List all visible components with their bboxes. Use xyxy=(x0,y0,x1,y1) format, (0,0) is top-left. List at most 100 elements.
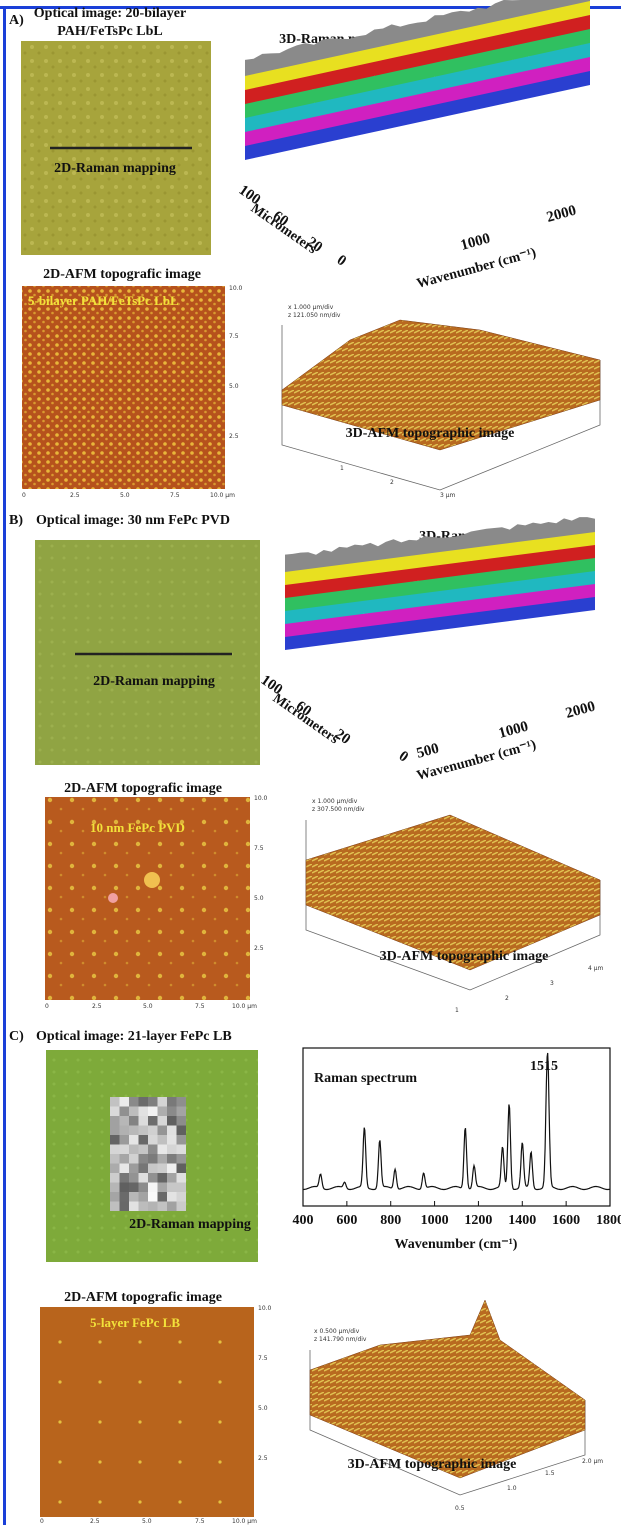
afm3d-tick: 1.5 xyxy=(545,1470,555,1477)
afm3d-scale: x 1.000 µm/div xyxy=(288,304,334,311)
map-pixel xyxy=(167,1183,177,1193)
map-pixel xyxy=(177,1183,187,1193)
spectrum-tick-label: 1600 xyxy=(552,1213,580,1228)
map-pixel xyxy=(148,1116,158,1126)
optical-title: Optical image: 30 nm FePc PVD xyxy=(36,513,230,528)
map-pixel xyxy=(110,1202,120,1212)
map-pixel xyxy=(167,1097,177,1107)
map-pixel xyxy=(177,1135,187,1145)
map-pixel xyxy=(139,1107,149,1117)
afm3d-tick: 2 xyxy=(390,479,394,486)
spectrum-x-label: Wavenumber (cm⁻¹) xyxy=(395,1237,518,1252)
map-pixel xyxy=(120,1183,130,1193)
spectrum-tick-label: 1800 xyxy=(596,1213,621,1228)
afm2d-tick: 2.5 xyxy=(90,1518,100,1525)
map-pixel xyxy=(110,1154,120,1164)
left-border xyxy=(3,6,6,1525)
map-pixel xyxy=(177,1154,187,1164)
panel-label: B) xyxy=(9,513,23,528)
afm3d-scale: z 121.050 nm/div xyxy=(288,312,341,319)
map-pixel xyxy=(110,1145,120,1155)
map-pixel xyxy=(158,1145,168,1155)
afm3d-tick: 2.0 µm xyxy=(582,1458,603,1465)
map-pixel xyxy=(120,1164,130,1174)
map-pixel xyxy=(129,1116,139,1126)
optical-image xyxy=(35,540,260,765)
afm2d-tick: 5.0 xyxy=(229,383,239,390)
afm2d-tick: 5.0 xyxy=(143,1003,153,1010)
afm3d-caption: 3D-AFM topographic image xyxy=(348,1457,517,1472)
map-pixel xyxy=(148,1135,158,1145)
map-pixel xyxy=(110,1126,120,1136)
map-pixel xyxy=(110,1107,120,1117)
optical-caption: 2D-Raman mapping xyxy=(129,1217,251,1232)
spectrum-tick-label: 600 xyxy=(336,1213,357,1228)
afm3d-scale: x 0.500 µm/div xyxy=(314,1328,360,1335)
afm-2d-image xyxy=(40,1307,254,1517)
afm2d-tick: 2.5 xyxy=(258,1455,268,1462)
map-pixel xyxy=(167,1126,177,1136)
map-pixel xyxy=(120,1173,130,1183)
map-pixel xyxy=(129,1097,139,1107)
spectrum-tick-label: 1400 xyxy=(508,1213,536,1228)
afm2d-tick: 0 xyxy=(22,492,26,499)
map-pixel xyxy=(177,1097,187,1107)
afm3d-tick: 0.5 xyxy=(455,1505,465,1512)
map-pixel xyxy=(129,1135,139,1145)
map-pixel xyxy=(120,1154,130,1164)
afm-2d-image xyxy=(22,286,225,489)
afm2d-tick: 7.5 xyxy=(229,333,239,340)
map-pixel xyxy=(177,1145,187,1155)
map-pixel xyxy=(129,1126,139,1136)
map-pixel xyxy=(158,1164,168,1174)
map-pixel xyxy=(158,1097,168,1107)
raman-2d-map xyxy=(110,1097,186,1211)
map-pixel xyxy=(167,1135,177,1145)
panel-label: C) xyxy=(9,1029,24,1044)
map-pixel xyxy=(167,1145,177,1155)
map-pixel xyxy=(139,1164,149,1174)
map-pixel xyxy=(129,1164,139,1174)
afm3d-scale: z 141.790 nm/div xyxy=(314,1336,367,1343)
map-pixel xyxy=(129,1154,139,1164)
panel-label: A) xyxy=(9,13,24,28)
map-pixel xyxy=(177,1173,187,1183)
map-pixel xyxy=(129,1173,139,1183)
afm2d-tick: 0 xyxy=(45,1003,49,1010)
map-pixel xyxy=(148,1097,158,1107)
map-pixel xyxy=(139,1126,149,1136)
afm2d-tick: 2.5 xyxy=(92,1003,102,1010)
afm3d-caption: 3D-AFM topographic image xyxy=(380,949,549,964)
afm2d-tick: 7.5 xyxy=(195,1003,205,1010)
map-pixel xyxy=(129,1183,139,1193)
spectrum-tick-label: 400 xyxy=(293,1213,314,1228)
map-pixel xyxy=(129,1145,139,1155)
map-pixel xyxy=(158,1107,168,1117)
map-pixel xyxy=(129,1192,139,1202)
map-pixel xyxy=(148,1164,158,1174)
map-pixel xyxy=(177,1192,187,1202)
afm3d-tick: 2 xyxy=(505,995,509,1002)
map-pixel xyxy=(148,1107,158,1117)
afm2d-tick: 5.0 xyxy=(254,895,264,902)
map-pixel xyxy=(158,1126,168,1136)
map-pixel xyxy=(148,1202,158,1212)
map-pixel xyxy=(177,1126,187,1136)
afm2d-tick: 10.0 xyxy=(258,1305,272,1312)
map-pixel xyxy=(120,1145,130,1155)
map-pixel xyxy=(177,1202,187,1212)
map-pixel xyxy=(177,1164,187,1174)
afm2d-tick: 7.5 xyxy=(254,845,264,852)
optical-title: Optical image: 20-bilayer xyxy=(34,6,186,21)
map-pixel xyxy=(158,1154,168,1164)
map-pixel xyxy=(158,1202,168,1212)
map-pixel xyxy=(120,1097,130,1107)
map-pixel xyxy=(120,1135,130,1145)
map-pixel xyxy=(120,1192,130,1202)
optical-title: PAH/FeTsPc LbL xyxy=(57,24,162,39)
afm2d-caption: 5-bilayer PAH/FeTsPc LbL xyxy=(28,293,179,308)
afm3d-scale: x 1.000 µm/div xyxy=(312,798,358,805)
figure: A) Optical image: 20-bilayer PAH/FeTsPc … xyxy=(0,0,621,1525)
map-pixel xyxy=(148,1173,158,1183)
afm2d-tick: 0 xyxy=(40,1518,44,1525)
